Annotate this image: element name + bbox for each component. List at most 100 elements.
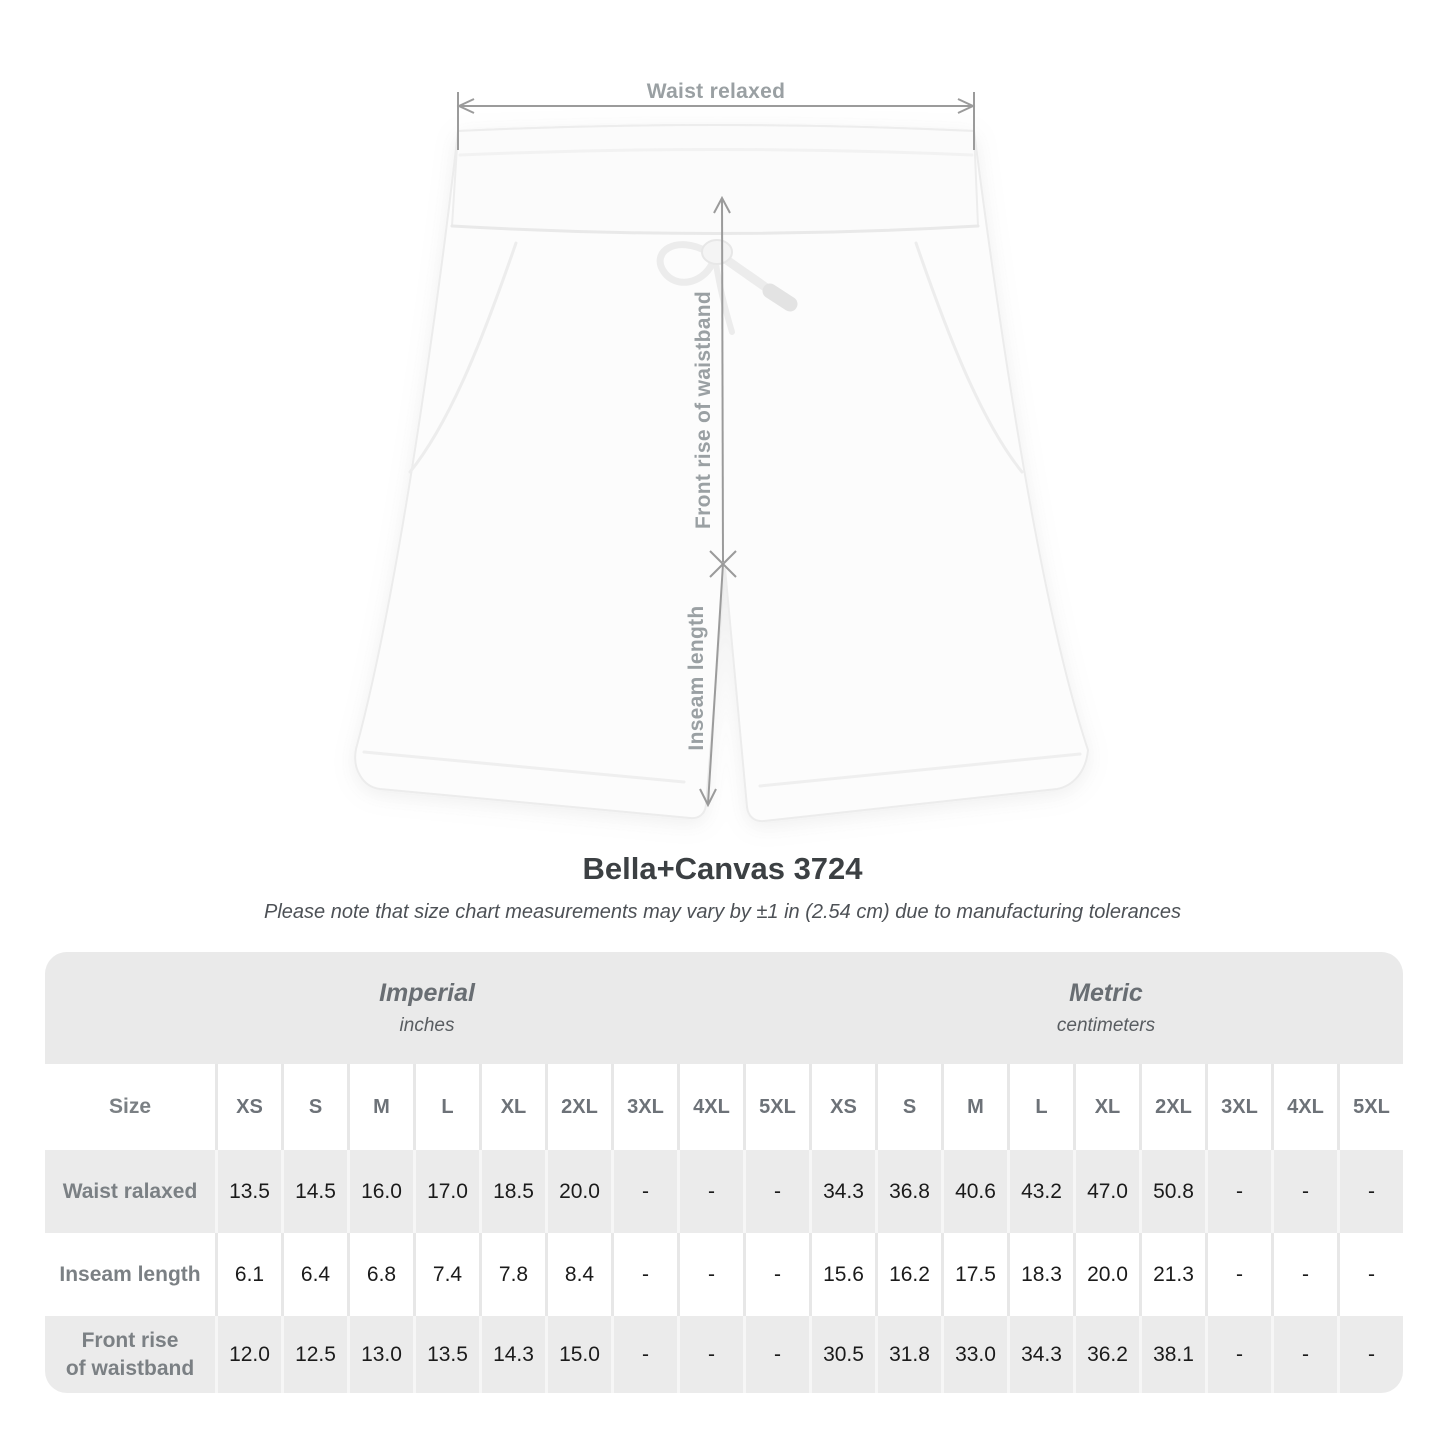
inseam-arrowhead: [699, 788, 717, 808]
tolerance-note: Please note that size chart measurements…: [264, 901, 1181, 923]
value-cell: 50.8: [1139, 1150, 1205, 1233]
waistband-top-seam: [458, 148, 974, 157]
size-col-header: XL: [479, 1064, 545, 1150]
value-cell: 6.4: [281, 1233, 347, 1316]
metric-unit: centimeters: [1056, 1015, 1156, 1036]
value-cell: 36.2: [1073, 1316, 1139, 1393]
value-cell: -: [1337, 1150, 1403, 1233]
value-cell: 6.8: [347, 1233, 413, 1316]
size-col-header: 4XL: [677, 1064, 743, 1150]
value-cell: 20.0: [545, 1150, 611, 1233]
value-cell: -: [1271, 1316, 1337, 1393]
value-cell: 40.6: [941, 1150, 1007, 1233]
value-cell: 21.3: [1139, 1233, 1205, 1316]
value-cell: -: [1205, 1316, 1271, 1393]
value-cell: -: [611, 1316, 677, 1393]
size-col-header: XS: [809, 1064, 875, 1150]
value-cell: -: [1271, 1150, 1337, 1233]
imperial-unit: inches: [399, 1015, 455, 1036]
waistband-bottom-seam: [450, 224, 980, 235]
value-cell: -: [1205, 1233, 1271, 1316]
size-col-header: L: [413, 1064, 479, 1150]
row-label: Inseam length: [45, 1233, 215, 1316]
value-cell: 17.5: [941, 1233, 1007, 1316]
front-rise-line: [721, 197, 724, 563]
value-cell: 13.5: [215, 1150, 281, 1233]
value-cell: 30.5: [809, 1316, 875, 1393]
value-cell: -: [611, 1150, 677, 1233]
value-cell: 6.1: [215, 1233, 281, 1316]
value-cell: 14.5: [281, 1150, 347, 1233]
size-col-header: 2XL: [545, 1064, 611, 1150]
drawstring-loop: [656, 241, 716, 286]
size-col-header: XS: [215, 1064, 281, 1150]
product-title: Bella+Canvas 3724: [582, 851, 863, 886]
value-cell: 20.0: [1073, 1233, 1139, 1316]
size-header-cell: Size: [45, 1064, 215, 1150]
drawstring-tail-tip: [762, 283, 798, 312]
size-col-header: XL: [1073, 1064, 1139, 1150]
value-cell: 16.0: [347, 1150, 413, 1233]
value-cell: 34.3: [809, 1150, 875, 1233]
value-cell: 7.4: [413, 1233, 479, 1316]
row-label: Waist ralaxed: [45, 1150, 215, 1233]
value-cell: -: [611, 1233, 677, 1316]
right-pocket-seam: [914, 241, 1024, 474]
value-cell: 12.5: [281, 1316, 347, 1393]
value-cell: 31.8: [875, 1316, 941, 1393]
size-col-header: 3XL: [1205, 1064, 1271, 1150]
value-cell: 34.3: [1007, 1316, 1073, 1393]
size-col-header: 5XL: [743, 1064, 809, 1150]
value-cell: 38.1: [1139, 1316, 1205, 1393]
size-col-header: M: [941, 1064, 1007, 1150]
size-col-header: 2XL: [1139, 1064, 1205, 1150]
value-cell: 33.0: [941, 1316, 1007, 1393]
size-col-header: S: [281, 1064, 347, 1150]
value-cell: 7.8: [479, 1233, 545, 1316]
value-cell: 47.0: [1073, 1150, 1139, 1233]
measurement-marks: [456, 92, 976, 808]
product-diagram: Waist relaxed Front rise of waistband In…: [354, 80, 1090, 823]
front-rise-arrowhead: [713, 195, 731, 214]
value-cell: 13.5: [413, 1316, 479, 1393]
value-cell: -: [743, 1233, 809, 1316]
value-cell: -: [677, 1316, 743, 1393]
size-col-header: 3XL: [611, 1064, 677, 1150]
value-cell: 14.3: [479, 1316, 545, 1393]
value-cell: 13.0: [347, 1316, 413, 1393]
value-cell: -: [1337, 1316, 1403, 1393]
imperial-header: Imperial inches: [45, 952, 809, 1064]
row-label: Front rise of waistband: [45, 1316, 215, 1393]
size-col-header: 5XL: [1337, 1064, 1403, 1150]
inseam-line: [707, 563, 724, 805]
value-cell: 15.6: [809, 1233, 875, 1316]
value-cell: 36.8: [875, 1150, 941, 1233]
value-cell: -: [1205, 1150, 1271, 1233]
size-table: Imperial inches Metric centimeters Size X…: [45, 952, 1403, 1393]
size-grid: Size XS S M L XL 2XL 3XL 4XL 5XL XS S M L XL 2XL 3XL 4XL 5…: [45, 1064, 1403, 1393]
value-cell: 12.0: [215, 1316, 281, 1393]
size-col-header: S: [875, 1064, 941, 1150]
imperial-title: Imperial: [379, 979, 475, 1007]
value-cell: 43.2: [1007, 1150, 1073, 1233]
value-cell: -: [677, 1150, 743, 1233]
value-cell: -: [677, 1233, 743, 1316]
metric-title: Metric: [1069, 979, 1143, 1007]
left-pocket-seam: [408, 241, 518, 474]
waist-relaxed-label: Waist relaxed: [646, 80, 786, 103]
size-col-header: L: [1007, 1064, 1073, 1150]
value-cell: 8.4: [545, 1233, 611, 1316]
size-col-header: 4XL: [1271, 1064, 1337, 1150]
unit-header-band: Imperial inches Metric centimeters: [45, 952, 1403, 1064]
value-cell: -: [1271, 1233, 1337, 1316]
value-cell: 17.0: [413, 1150, 479, 1233]
value-cell: 15.0: [545, 1316, 611, 1393]
inseam-length-label: Inseam length: [685, 605, 708, 751]
value-cell: 18.5: [479, 1150, 545, 1233]
left-hem-seam: [362, 750, 686, 784]
shorts-details: [362, 124, 1082, 788]
value-cell: 18.3: [1007, 1233, 1073, 1316]
shorts-illustration: [354, 92, 1090, 823]
value-cell: -: [1337, 1233, 1403, 1316]
